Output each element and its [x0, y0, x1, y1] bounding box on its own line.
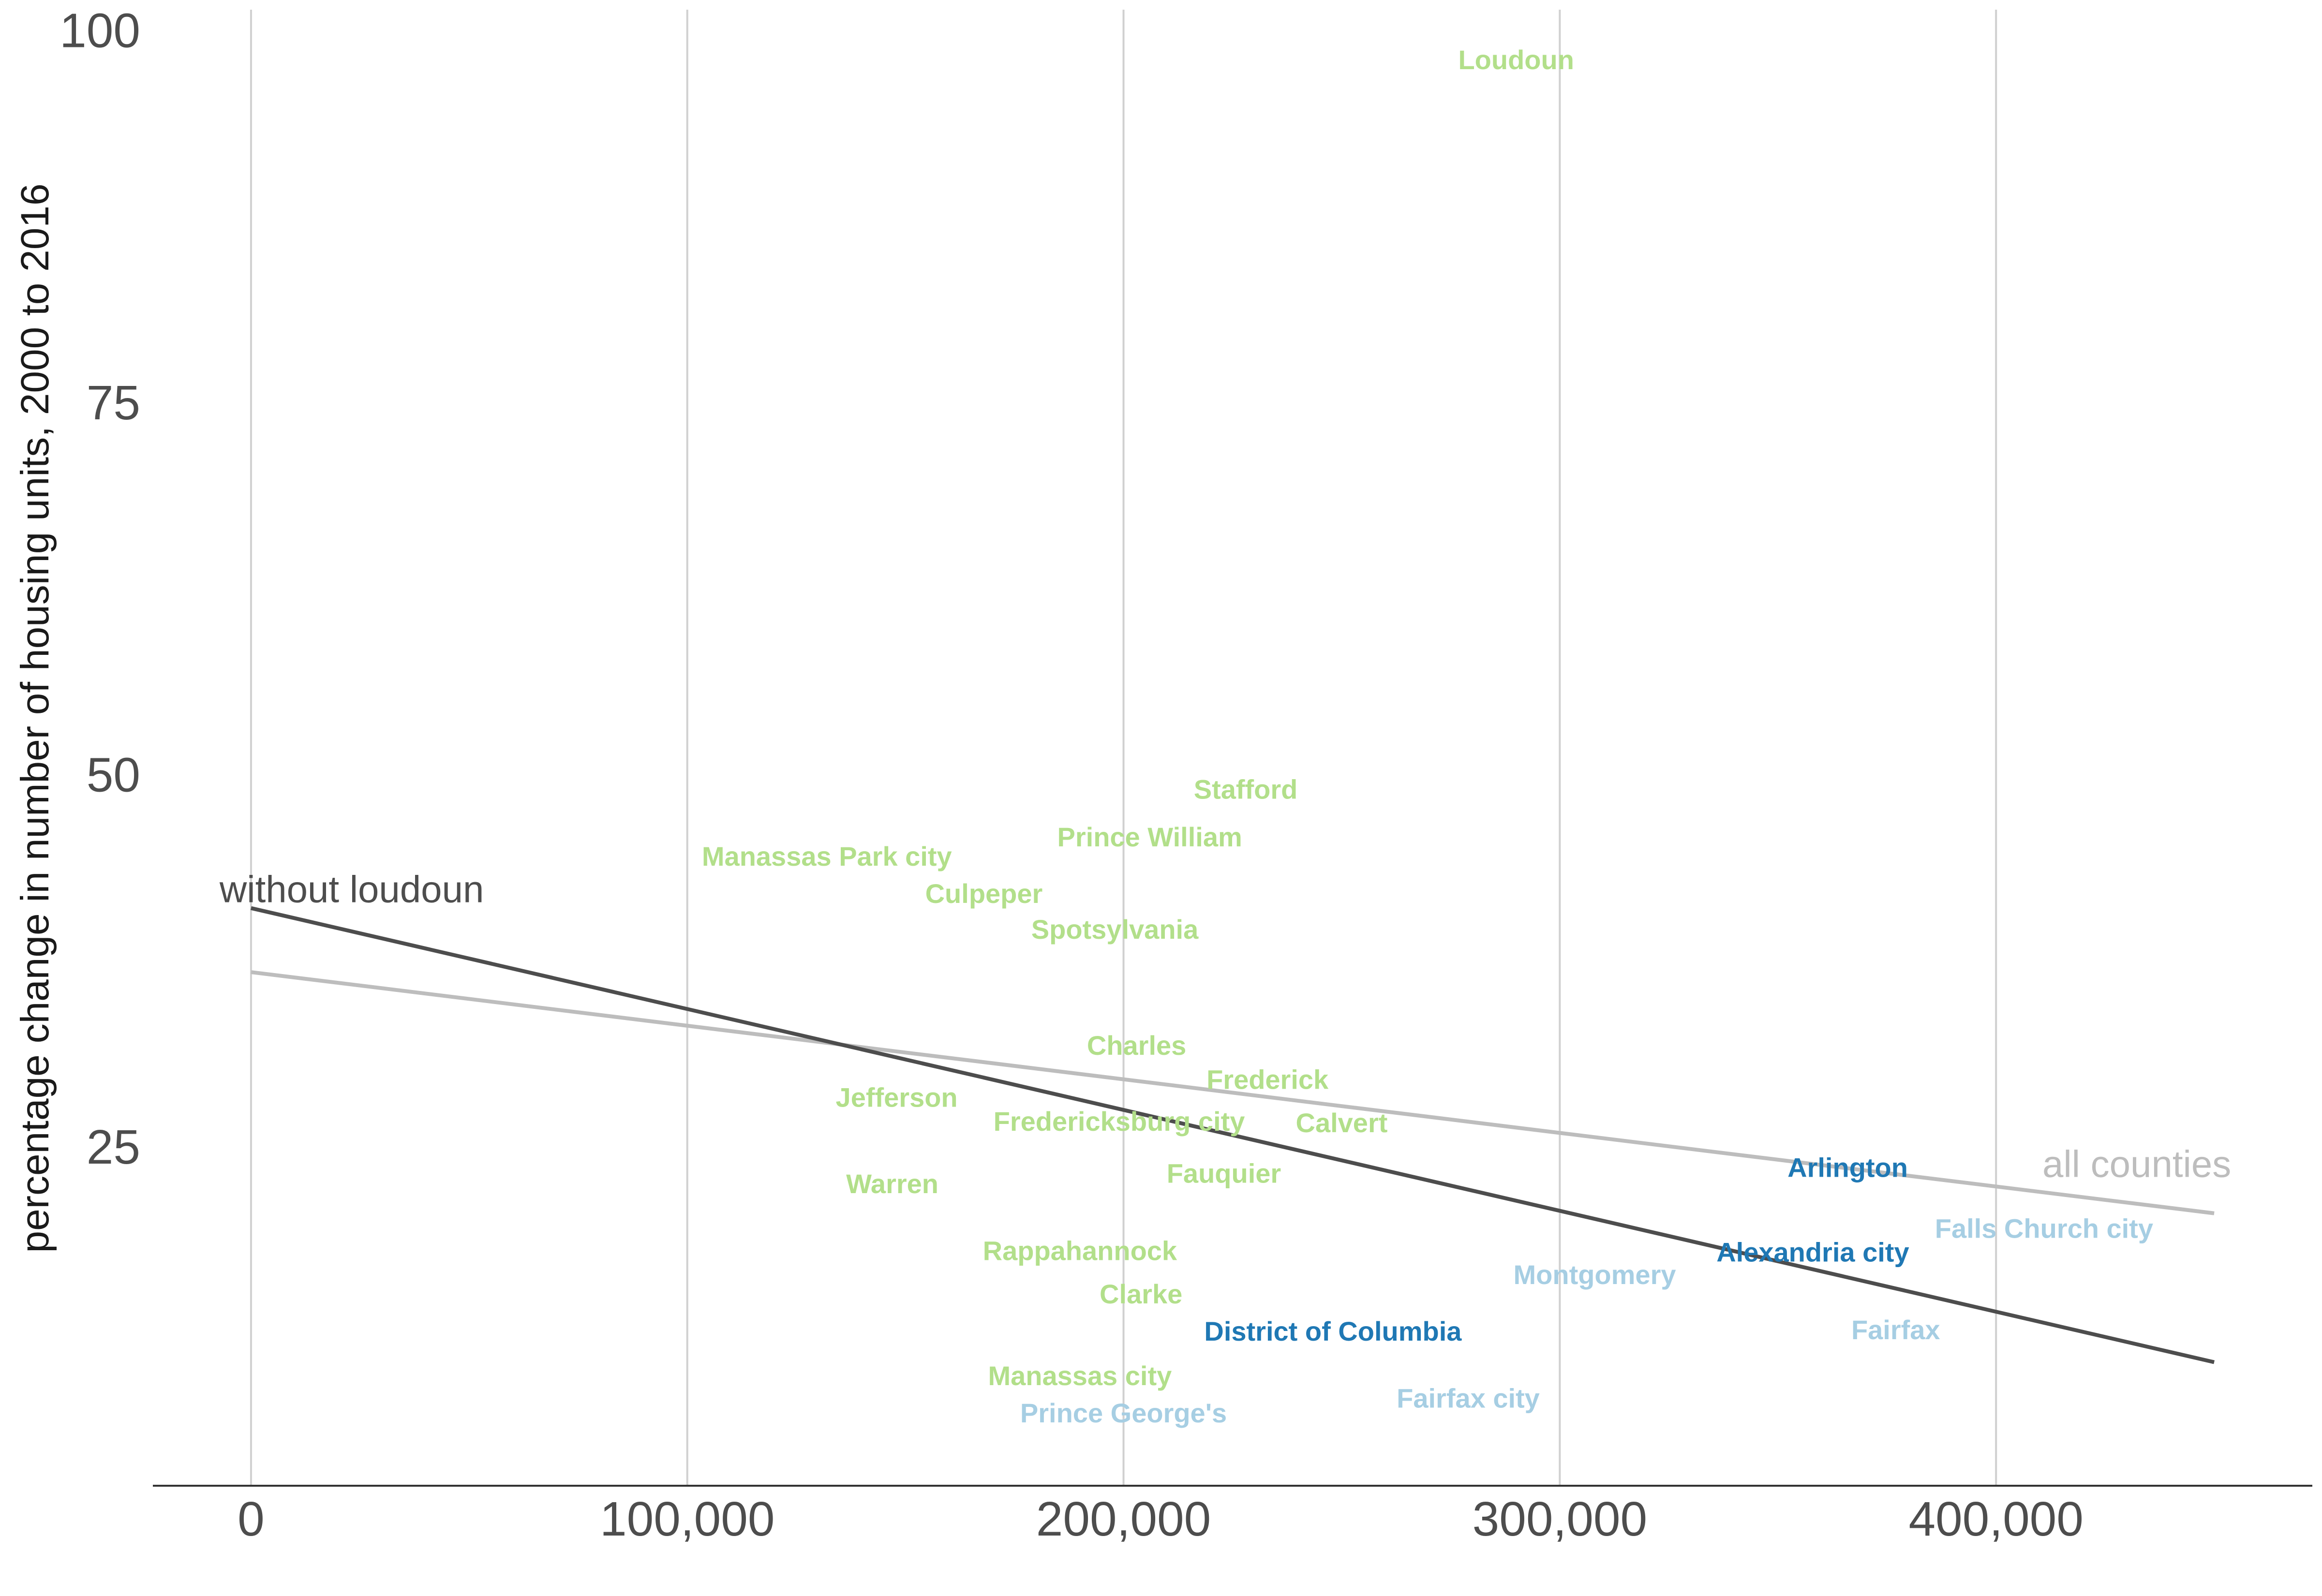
x-tick-label: 200,000	[1036, 1492, 1211, 1546]
county-label: Montgomery	[1514, 1259, 1676, 1290]
x-tick-label: 400,000	[1908, 1492, 2083, 1546]
without-loudoun-line	[251, 906, 2215, 1364]
county-label: Warren	[846, 1168, 938, 1199]
county-label: Fairfax city	[1397, 1383, 1540, 1413]
county-label: Rappahannock	[983, 1236, 1177, 1266]
y-tick-label: 100	[60, 4, 140, 58]
county-label: Culpeper	[925, 878, 1043, 909]
county-label: Fauquier	[1167, 1158, 1281, 1189]
county-label: Manassas Park city	[702, 841, 952, 872]
county-label: Frederick	[1206, 1064, 1329, 1095]
county-label: Manassas city	[988, 1360, 1172, 1391]
all-counties-label: all counties	[2042, 1143, 2231, 1185]
all-counties-line	[251, 970, 2215, 1215]
x-tick-label: 100,000	[600, 1492, 774, 1546]
county-label: Alexandria city	[1716, 1237, 1909, 1268]
county-label: Calvert	[1296, 1108, 1388, 1138]
county-label: Loudoun	[1458, 44, 1574, 75]
county-label: Clarke	[1100, 1279, 1182, 1309]
regression-lines: all counties without loudoun	[219, 868, 2231, 1364]
x-tick-label: 0	[238, 1492, 265, 1546]
y-tick-label: 75	[87, 376, 140, 430]
county-label: Spotsylvania	[1031, 914, 1199, 945]
county-label: Fairfax	[1851, 1315, 1940, 1345]
y-tick-label: 25	[87, 1120, 140, 1174]
gridlines	[250, 10, 1997, 1486]
y-tick-labels: 25 50 75 100	[60, 4, 140, 1175]
county-labels: Loudoun Stafford Prince William Manassas Pa…	[702, 44, 2153, 1428]
county-label: Prince George's	[1020, 1398, 1227, 1428]
without-loudoun-label: without loudoun	[219, 868, 484, 911]
county-label: District of Columbia	[1204, 1316, 1462, 1346]
county-label: Jefferson	[836, 1082, 958, 1113]
county-label: Stafford	[1194, 774, 1298, 804]
county-label: Prince William	[1057, 822, 1242, 852]
y-tick-label: 50	[87, 748, 140, 802]
county-label: Fredericksburg city	[994, 1106, 1245, 1137]
x-tick-label: 300,000	[1473, 1492, 1647, 1546]
county-label: Charles	[1087, 1030, 1186, 1061]
y-axis-title: percentage change in number of housing u…	[13, 183, 57, 1253]
county-label: Falls Church city	[1935, 1213, 2153, 1243]
x-tick-labels: 0 100,000 200,000 300,000 400,000	[238, 1492, 2084, 1546]
county-label: Arlington	[1787, 1152, 1908, 1182]
